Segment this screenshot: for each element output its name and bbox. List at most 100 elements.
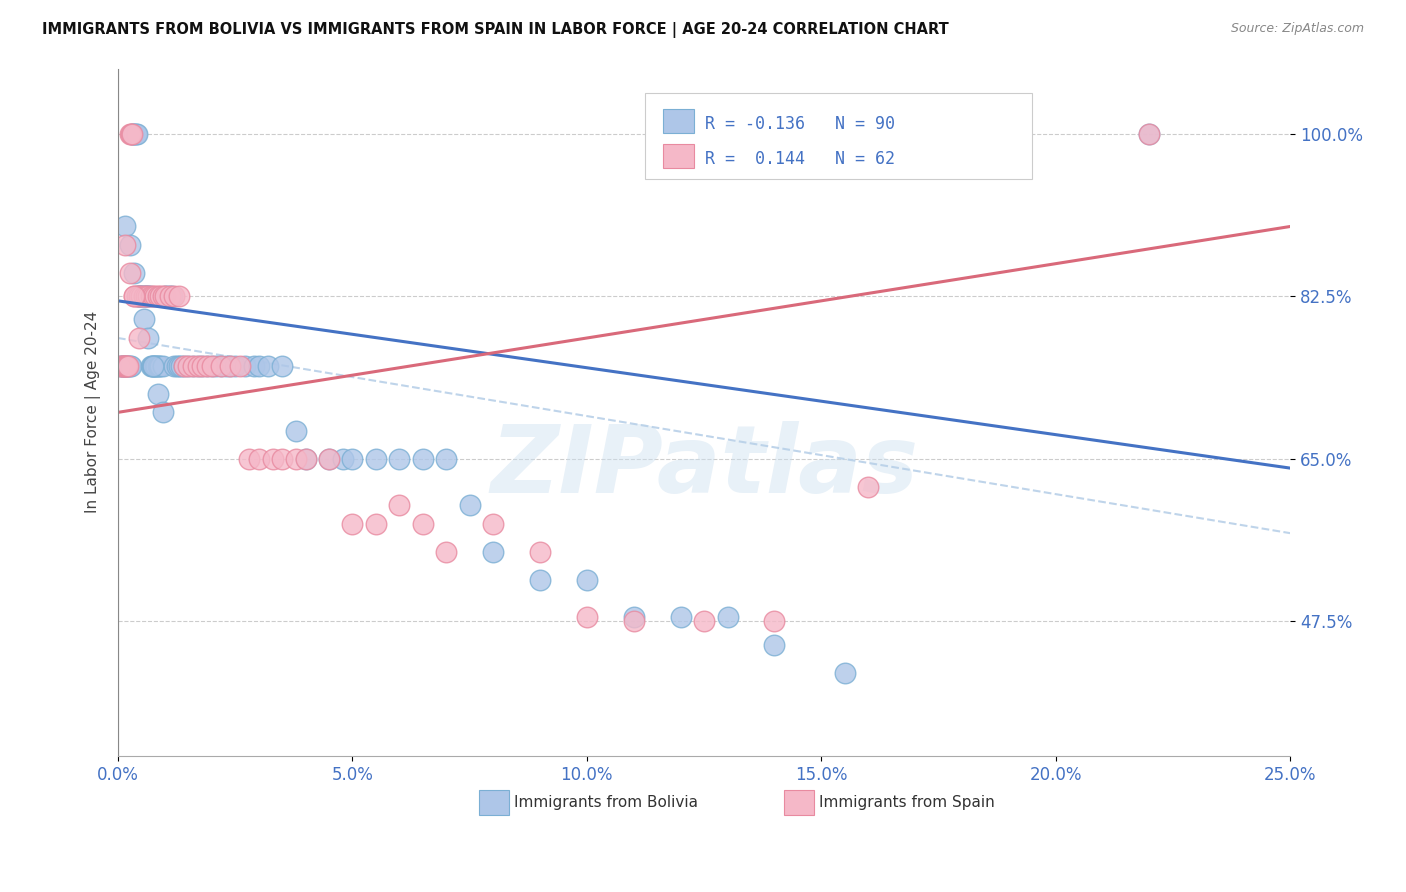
Point <box>364 516 387 531</box>
Point <box>364 451 387 466</box>
Point <box>142 289 165 303</box>
Point <box>716 609 738 624</box>
Point <box>141 359 163 373</box>
Point <box>142 359 165 373</box>
Point <box>118 238 141 252</box>
Point <box>160 289 183 303</box>
Point <box>146 359 169 373</box>
FancyBboxPatch shape <box>783 790 814 814</box>
Point <box>145 359 167 373</box>
Point <box>201 359 224 373</box>
Point <box>139 359 162 373</box>
Point <box>134 289 156 303</box>
Point <box>111 359 134 373</box>
Point <box>191 359 214 373</box>
Point <box>388 451 411 466</box>
Point <box>170 359 193 373</box>
Point <box>763 638 786 652</box>
Point <box>167 359 190 373</box>
Point <box>124 127 146 141</box>
Point <box>575 573 598 587</box>
Point <box>412 516 434 531</box>
Point <box>135 289 157 303</box>
Point <box>114 359 136 373</box>
Point <box>111 359 134 373</box>
Point <box>271 359 294 373</box>
Point <box>257 359 280 373</box>
Point <box>294 451 316 466</box>
Point <box>118 266 141 280</box>
Point <box>118 359 141 373</box>
Point <box>434 451 457 466</box>
Point <box>243 359 266 373</box>
Point <box>152 405 174 419</box>
Point <box>205 359 228 373</box>
Point <box>117 359 139 373</box>
Point <box>138 331 160 345</box>
Point <box>142 359 165 373</box>
Point <box>209 359 232 373</box>
Point <box>195 359 218 373</box>
Point <box>114 219 136 234</box>
Point <box>121 127 143 141</box>
Point <box>163 359 186 373</box>
Point <box>332 451 354 466</box>
Point <box>114 238 136 252</box>
Point <box>318 451 340 466</box>
Point <box>856 480 879 494</box>
Point <box>114 359 136 373</box>
Point <box>482 545 505 559</box>
Point <box>117 359 139 373</box>
Point <box>131 289 153 303</box>
Point <box>159 289 181 303</box>
Point <box>482 516 505 531</box>
Point <box>112 359 135 373</box>
Point <box>146 386 169 401</box>
Point <box>219 359 242 373</box>
Point <box>159 289 181 303</box>
Point <box>125 289 148 303</box>
Point <box>112 359 135 373</box>
Text: ZIPatlas: ZIPatlas <box>491 421 918 514</box>
Point <box>215 359 238 373</box>
Point <box>412 451 434 466</box>
Point <box>128 289 150 303</box>
Point <box>238 451 260 466</box>
Point <box>156 289 179 303</box>
Point <box>434 545 457 559</box>
Point <box>294 451 316 466</box>
Point <box>224 359 246 373</box>
Point <box>131 289 153 303</box>
Point <box>229 359 252 373</box>
Point <box>143 359 166 373</box>
Point <box>118 127 141 141</box>
Point <box>271 451 294 466</box>
Point <box>187 359 209 373</box>
Point <box>152 289 174 303</box>
Point <box>125 127 148 141</box>
Point <box>122 127 145 141</box>
Point <box>904 127 927 141</box>
Point <box>693 615 716 629</box>
Point <box>1139 127 1161 141</box>
Point <box>115 359 138 373</box>
Point <box>195 359 218 373</box>
Point <box>166 359 188 373</box>
Point <box>128 331 150 345</box>
Point <box>177 359 200 373</box>
Point <box>219 359 242 373</box>
Point <box>111 359 134 373</box>
Point <box>529 545 551 559</box>
Point <box>138 289 160 303</box>
FancyBboxPatch shape <box>664 109 693 133</box>
Point <box>152 359 174 373</box>
Point <box>1139 127 1161 141</box>
Point <box>132 289 155 303</box>
Point <box>167 289 190 303</box>
Point <box>173 359 195 373</box>
Point <box>177 359 200 373</box>
Point <box>285 424 308 438</box>
Point <box>128 289 150 303</box>
Point <box>117 359 139 373</box>
Point <box>181 359 204 373</box>
